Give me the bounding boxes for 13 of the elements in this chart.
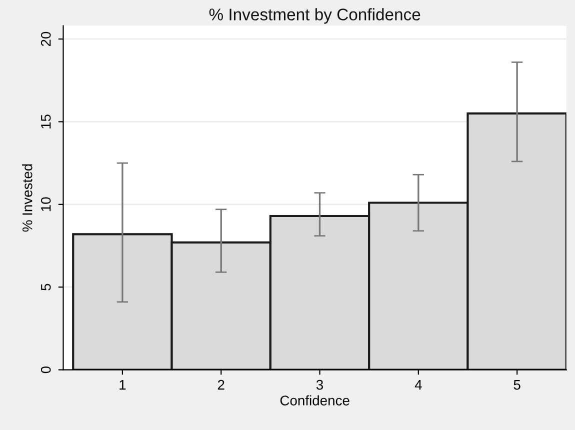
- x-tick-label: 4: [414, 380, 422, 390]
- x-tick-label: 3: [316, 380, 323, 390]
- y-tick-label: 0: [40, 366, 51, 374]
- y-tick-label: 5: [41, 284, 51, 290]
- y-tick-label: 10: [40, 197, 51, 212]
- chart-title: % Investment by Confidence: [209, 8, 420, 24]
- x-tick-label: 1: [120, 380, 126, 390]
- y-tick-label: 15: [41, 114, 51, 128]
- x-tick-label: 2: [218, 380, 224, 390]
- y-axis-title: % Invested: [22, 164, 32, 232]
- x-axis-title: Confidence: [280, 395, 350, 406]
- y-tick-label: 20: [40, 32, 51, 46]
- x-tick-label: 5: [514, 380, 520, 390]
